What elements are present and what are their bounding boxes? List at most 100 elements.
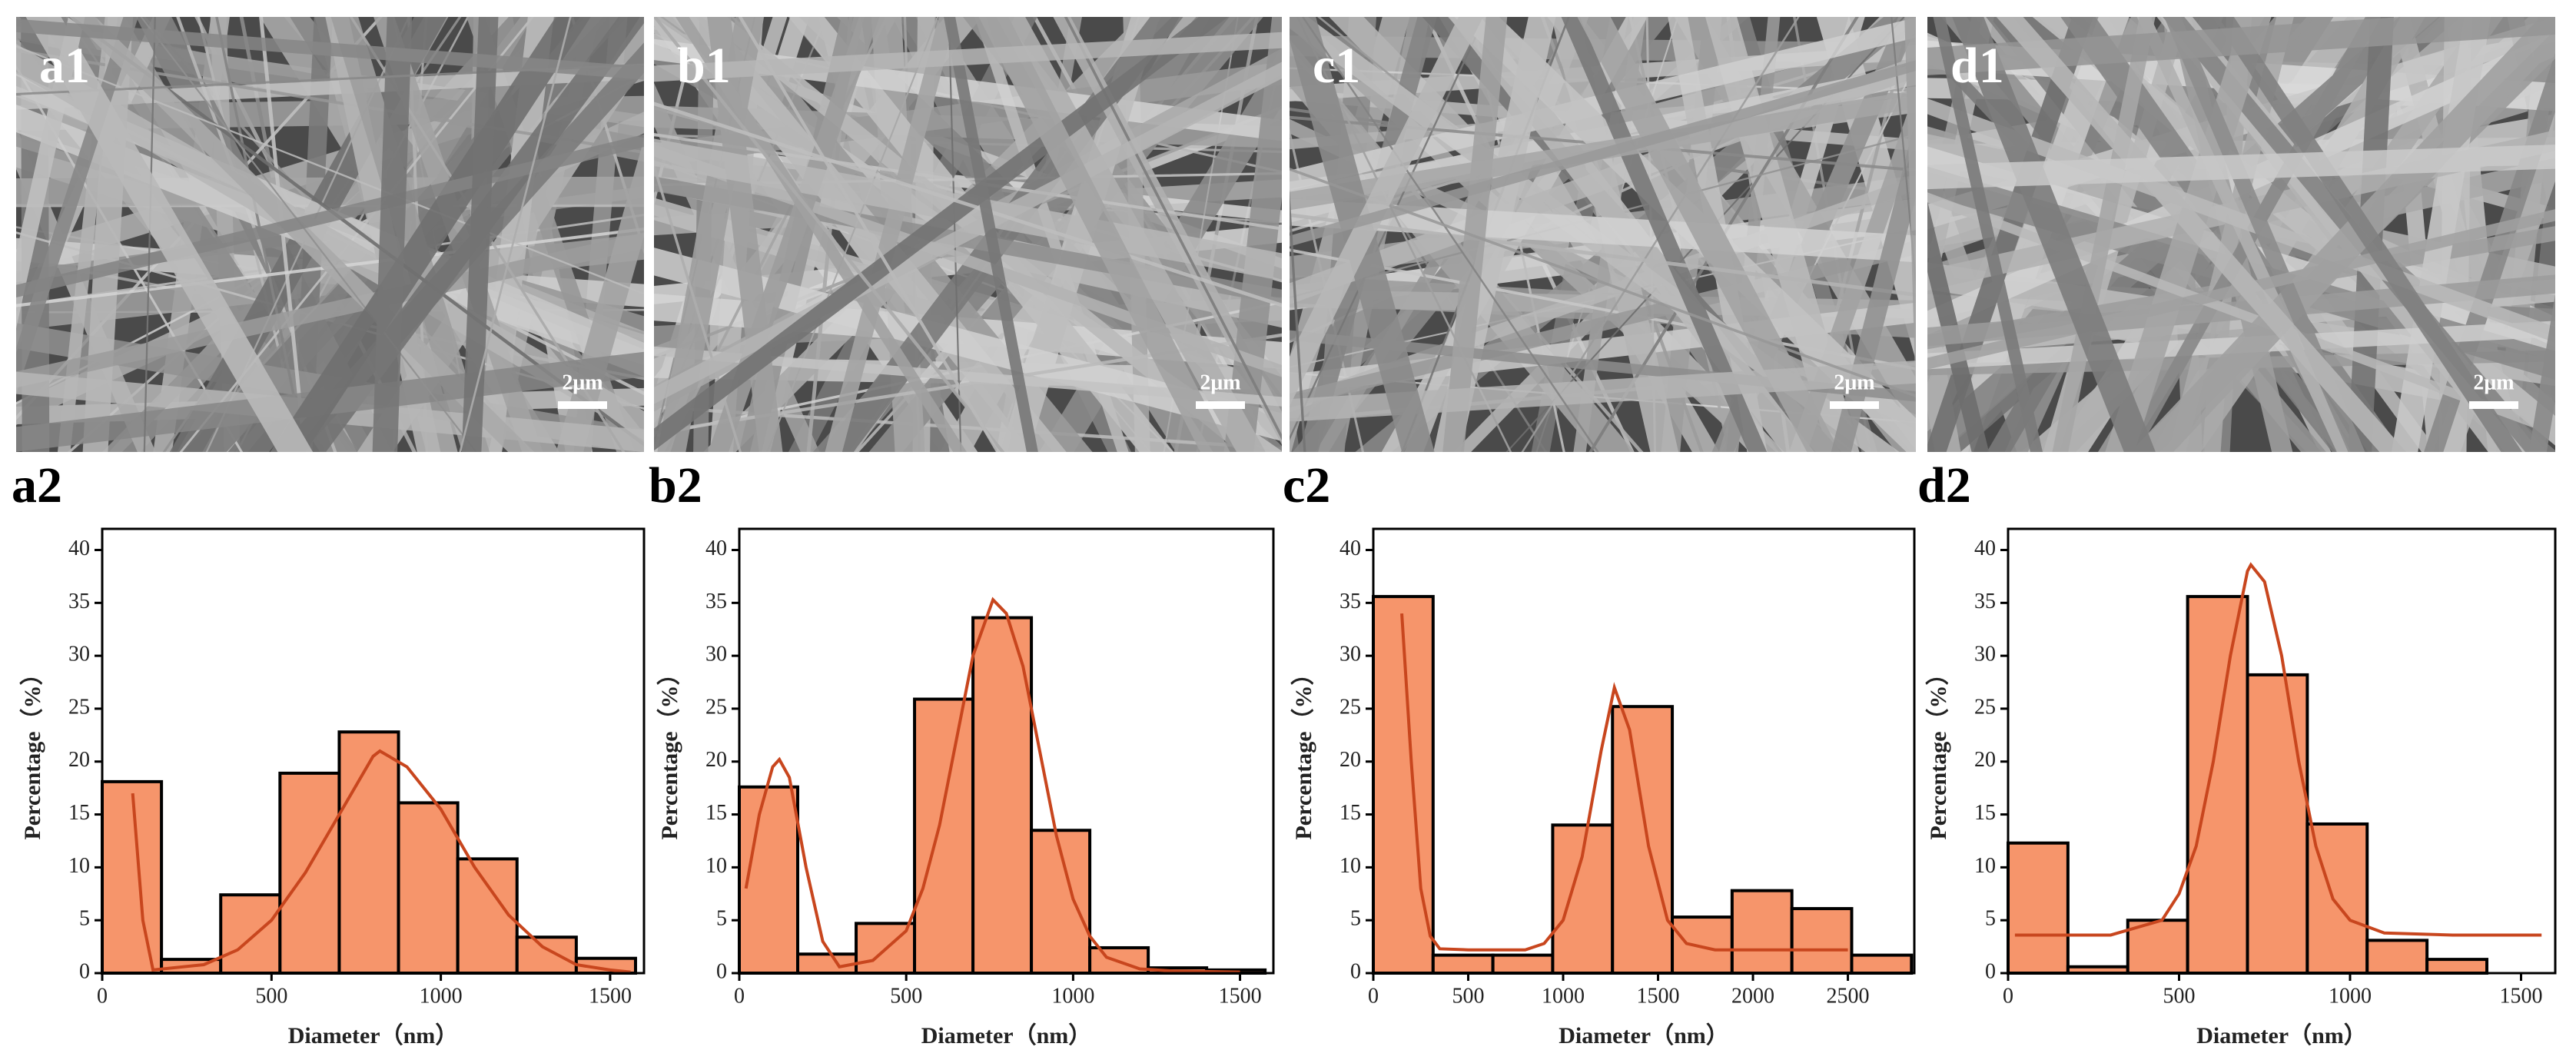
bar — [2425, 958, 2488, 975]
y-tick-label: 0 — [716, 959, 727, 983]
x-tick-label: 0 — [1368, 984, 1379, 1008]
fiber — [2136, 17, 2351, 452]
x-tick-label: 2500 — [1827, 984, 1870, 1008]
y-tick-label: 15 — [1974, 801, 1996, 825]
x-tick-label: 1000 — [1051, 984, 1094, 1008]
fiber — [654, 32, 1282, 82]
plot-frame — [738, 527, 1275, 975]
y-tick-label: 25 — [1974, 695, 1996, 719]
fiber — [2052, 17, 2156, 452]
sem-image — [1290, 17, 1916, 452]
fiber — [16, 134, 644, 298]
fiber — [1927, 262, 1961, 452]
y-tick-label: 10 — [705, 854, 727, 878]
scale-bar-label: 2μm — [1834, 371, 1874, 394]
bar — [2186, 595, 2249, 975]
x-tick-label: 500 — [2163, 984, 2196, 1008]
panel-label: b2 — [649, 457, 702, 513]
x-tick-label: 2000 — [1731, 984, 1774, 1008]
y-axis-label: Percentage（%） — [19, 662, 45, 839]
bar — [1671, 915, 1734, 975]
bar — [2365, 939, 2429, 975]
x-tick-label: 500 — [1452, 984, 1485, 1008]
bar — [796, 952, 858, 975]
x-tick-label: 500 — [890, 984, 922, 1008]
bar — [913, 697, 975, 975]
fiber — [654, 61, 1282, 404]
bar — [219, 893, 282, 975]
fit-curve — [1400, 613, 1848, 952]
plot-frame — [101, 527, 646, 975]
fiber — [2528, 294, 2555, 452]
fit-curve — [744, 596, 1240, 974]
scale-bar — [558, 401, 607, 409]
fiber — [1301, 17, 1599, 452]
fiber — [1996, 17, 2407, 452]
fiber — [25, 17, 314, 452]
bar — [1850, 953, 1914, 975]
fiber — [2122, 17, 2382, 452]
bar — [971, 616, 1034, 975]
x-tick-label: 0 — [2003, 984, 2013, 1008]
y-tick-label: 20 — [68, 748, 90, 772]
fiber — [1290, 17, 1483, 407]
y-tick-label: 0 — [1350, 959, 1361, 983]
y-tick-label: 40 — [1339, 537, 1361, 560]
fiber — [654, 17, 1229, 451]
y-tick-label: 30 — [68, 643, 90, 666]
x-tick-label: 1500 — [1637, 984, 1680, 1008]
scale-bar-label: 2μm — [2473, 371, 2514, 394]
fiber — [2164, 17, 2365, 452]
bar — [515, 935, 578, 975]
y-tick-label: 20 — [705, 748, 727, 772]
x-axis-label: Diameter（nm） — [2196, 1022, 2367, 1048]
sem-image — [654, 17, 1282, 452]
sem-image — [16, 17, 644, 452]
bar — [1431, 953, 1495, 975]
y-tick-label: 40 — [1974, 537, 1996, 560]
x-tick-label: 1000 — [1542, 984, 1585, 1008]
bar — [2246, 673, 2309, 975]
fiber — [1290, 330, 1916, 402]
plot-frame — [1372, 527, 1916, 975]
plot-frame — [2007, 527, 2557, 975]
y-tick-label: 35 — [1339, 590, 1361, 613]
panel-label: c2 — [1283, 457, 1330, 513]
image-label: c1 — [1313, 38, 1360, 94]
fiber — [1064, 17, 1282, 440]
fiber — [1290, 361, 1916, 422]
y-tick-label: 30 — [705, 643, 727, 666]
y-tick-label: 40 — [68, 537, 90, 560]
fiber — [143, 17, 156, 452]
fit-curve — [2014, 562, 2542, 937]
image-label: a1 — [39, 38, 90, 94]
bar — [1790, 907, 1854, 975]
scale-bar-label: 2μm — [562, 371, 603, 394]
fiber — [16, 17, 138, 394]
x-tick-label: 0 — [734, 984, 745, 1008]
y-tick-label: 15 — [705, 801, 727, 825]
x-tick-label: 1500 — [589, 984, 632, 1008]
y-tick-label: 10 — [68, 854, 90, 878]
scale-bar — [2469, 401, 2518, 409]
fiber — [1577, 17, 1841, 452]
y-tick-label: 15 — [1339, 801, 1361, 825]
y-tick-label: 0 — [1985, 959, 1996, 983]
x-axis-label: Diameter（nm） — [288, 1022, 459, 1048]
scale-bar — [1830, 401, 1879, 409]
x-tick-label: 1500 — [2500, 984, 2543, 1008]
x-tick-label: 1000 — [2329, 984, 2372, 1008]
y-tick-label: 10 — [1974, 854, 1996, 878]
x-tick-label: 1500 — [1219, 984, 1262, 1008]
bar — [278, 771, 341, 975]
fiber — [1290, 188, 1306, 452]
fiber — [2391, 17, 2491, 452]
bar — [1491, 953, 1555, 975]
fiber — [654, 101, 1282, 307]
y-axis-label: Percentage（%） — [1925, 662, 1951, 839]
fiber — [1927, 17, 2555, 75]
image-label: b1 — [677, 38, 731, 94]
bar — [101, 779, 164, 975]
y-axis-label: Percentage（%） — [1290, 662, 1316, 839]
y-tick-label: 15 — [68, 801, 90, 825]
